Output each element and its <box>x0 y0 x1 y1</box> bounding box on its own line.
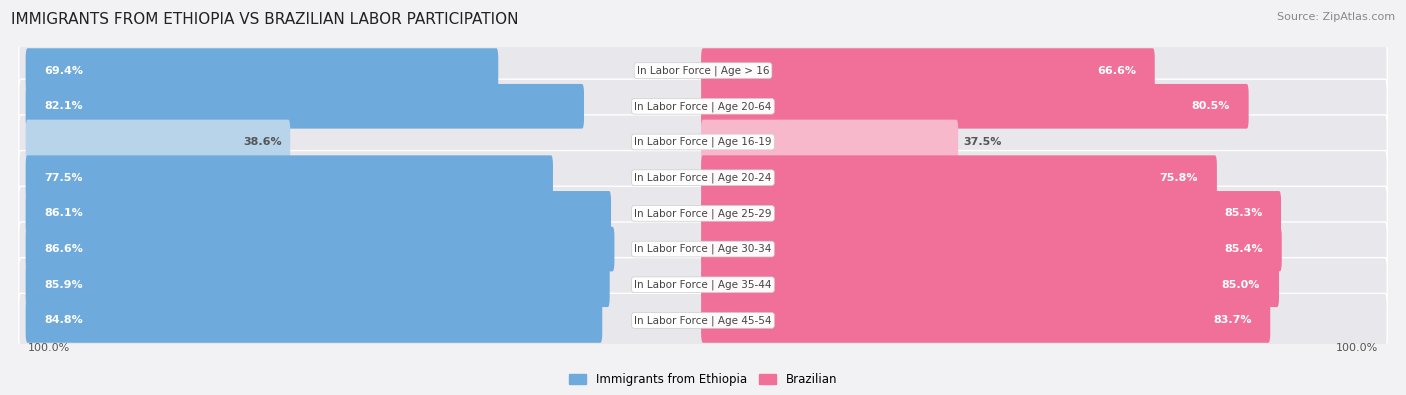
FancyBboxPatch shape <box>702 84 1249 129</box>
FancyBboxPatch shape <box>18 150 1388 205</box>
Text: In Labor Force | Age > 16: In Labor Force | Age > 16 <box>637 65 769 76</box>
FancyBboxPatch shape <box>702 48 1154 93</box>
FancyBboxPatch shape <box>18 79 1388 134</box>
FancyBboxPatch shape <box>702 120 959 164</box>
Text: 100.0%: 100.0% <box>28 342 70 353</box>
Text: 82.1%: 82.1% <box>45 101 83 111</box>
Text: In Labor Force | Age 35-44: In Labor Force | Age 35-44 <box>634 280 772 290</box>
Text: 85.9%: 85.9% <box>45 280 83 290</box>
Text: In Labor Force | Age 25-29: In Labor Force | Age 25-29 <box>634 208 772 218</box>
FancyBboxPatch shape <box>25 84 583 129</box>
Text: 85.0%: 85.0% <box>1222 280 1260 290</box>
FancyBboxPatch shape <box>702 262 1279 307</box>
Text: IMMIGRANTS FROM ETHIOPIA VS BRAZILIAN LABOR PARTICIPATION: IMMIGRANTS FROM ETHIOPIA VS BRAZILIAN LA… <box>11 12 519 27</box>
Text: 85.3%: 85.3% <box>1223 209 1263 218</box>
Text: 69.4%: 69.4% <box>45 66 83 75</box>
FancyBboxPatch shape <box>702 155 1218 200</box>
Text: 66.6%: 66.6% <box>1097 66 1136 75</box>
Text: 86.6%: 86.6% <box>45 244 83 254</box>
Text: 86.1%: 86.1% <box>45 209 83 218</box>
Text: 77.5%: 77.5% <box>45 173 83 182</box>
FancyBboxPatch shape <box>18 43 1388 98</box>
FancyBboxPatch shape <box>702 191 1281 236</box>
Text: In Labor Force | Age 20-64: In Labor Force | Age 20-64 <box>634 101 772 111</box>
Text: 85.4%: 85.4% <box>1225 244 1263 254</box>
Text: In Labor Force | Age 30-34: In Labor Force | Age 30-34 <box>634 244 772 254</box>
FancyBboxPatch shape <box>702 227 1282 271</box>
Text: In Labor Force | Age 45-54: In Labor Force | Age 45-54 <box>634 315 772 326</box>
Text: 83.7%: 83.7% <box>1213 316 1251 325</box>
Text: 38.6%: 38.6% <box>243 137 281 147</box>
FancyBboxPatch shape <box>25 191 612 236</box>
FancyBboxPatch shape <box>18 222 1388 276</box>
Text: 75.8%: 75.8% <box>1160 173 1198 182</box>
FancyBboxPatch shape <box>25 120 290 164</box>
Text: In Labor Force | Age 20-24: In Labor Force | Age 20-24 <box>634 173 772 183</box>
FancyBboxPatch shape <box>25 48 498 93</box>
Text: 80.5%: 80.5% <box>1191 101 1230 111</box>
FancyBboxPatch shape <box>25 262 610 307</box>
Legend: Immigrants from Ethiopia, Brazilian: Immigrants from Ethiopia, Brazilian <box>564 369 842 391</box>
Text: 37.5%: 37.5% <box>963 137 1001 147</box>
FancyBboxPatch shape <box>25 227 614 271</box>
FancyBboxPatch shape <box>18 293 1388 348</box>
Text: Source: ZipAtlas.com: Source: ZipAtlas.com <box>1277 12 1395 22</box>
Text: 84.8%: 84.8% <box>45 316 83 325</box>
FancyBboxPatch shape <box>25 298 602 343</box>
FancyBboxPatch shape <box>702 298 1270 343</box>
FancyBboxPatch shape <box>18 115 1388 169</box>
Text: 100.0%: 100.0% <box>1336 342 1378 353</box>
FancyBboxPatch shape <box>18 186 1388 241</box>
Text: In Labor Force | Age 16-19: In Labor Force | Age 16-19 <box>634 137 772 147</box>
FancyBboxPatch shape <box>25 155 553 200</box>
FancyBboxPatch shape <box>18 258 1388 312</box>
